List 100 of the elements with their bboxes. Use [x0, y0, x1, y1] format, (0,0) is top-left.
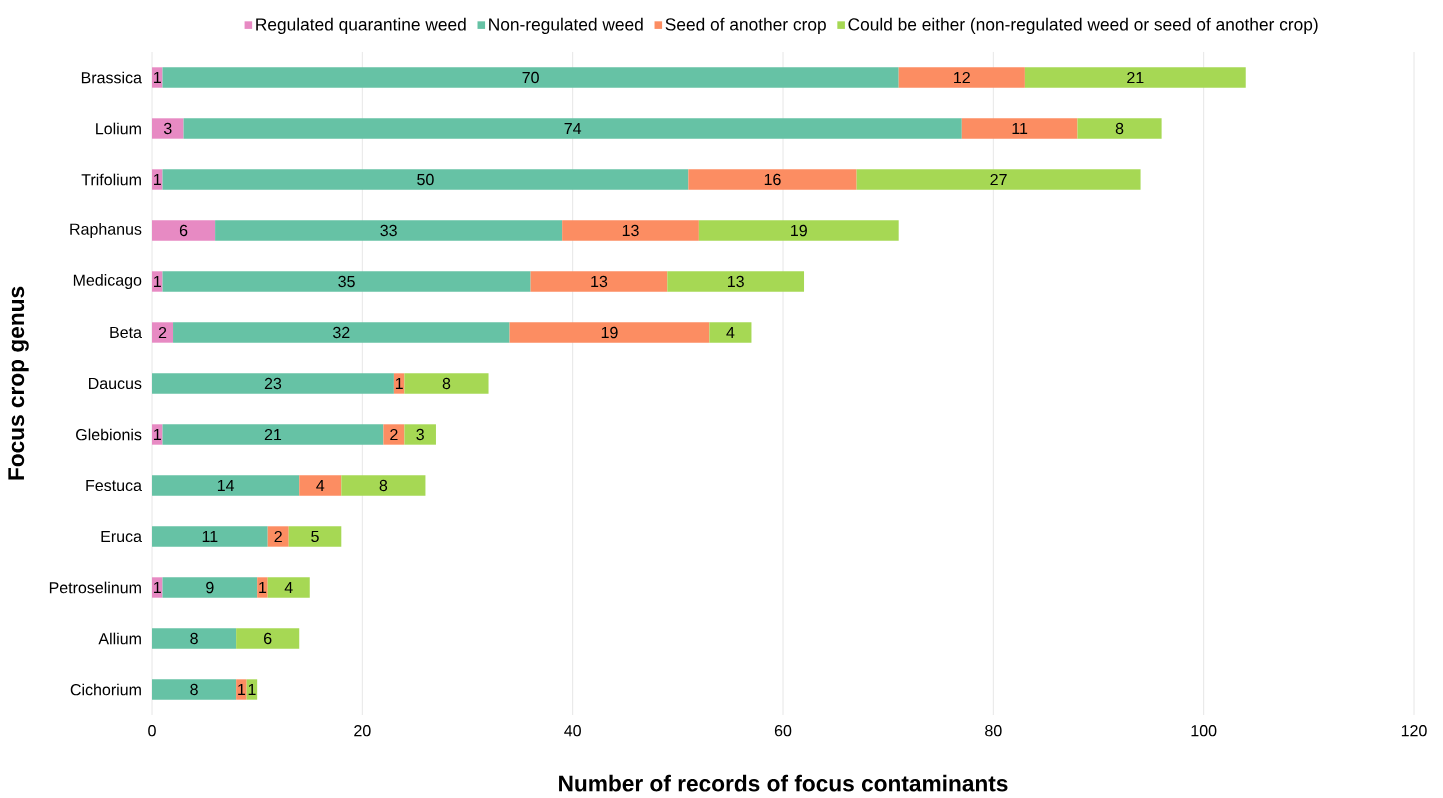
data-label: 14: [217, 480, 235, 491]
x-tick-label: 20: [354, 725, 371, 737]
data-label: 19: [601, 326, 618, 339]
x-tick-label: 40: [564, 725, 581, 737]
bar: [152, 475, 300, 496]
bar: [236, 679, 247, 700]
bar: [152, 628, 237, 649]
x-tick-label: 80: [985, 725, 1002, 737]
data-label: 13: [728, 275, 744, 288]
data-label: 4: [316, 480, 325, 491]
bar: [709, 322, 752, 343]
data-label: 35: [338, 275, 355, 288]
y-tick-label: Lolium: [96, 122, 141, 135]
data-label: 2: [274, 530, 282, 543]
data-label: 13: [591, 275, 608, 288]
bar: [856, 169, 1141, 190]
bar: [152, 424, 163, 445]
bar: [667, 271, 805, 292]
data-label: 1: [238, 684, 246, 695]
data-label: 8: [379, 479, 388, 492]
y-tick-label: Brassica: [81, 71, 142, 84]
data-label: 1: [154, 174, 161, 185]
bar: [152, 220, 216, 241]
data-label: 1: [259, 582, 267, 593]
data-label: 4: [284, 582, 293, 593]
bar: [173, 322, 510, 343]
data-label: 5: [311, 530, 319, 543]
bar: [299, 475, 342, 496]
data-label: 11: [202, 531, 218, 542]
data-label: 50: [417, 173, 434, 186]
bar: [698, 220, 899, 241]
data-label: 4: [726, 327, 735, 338]
data-label: 23: [264, 377, 282, 390]
y-tick-label: Petroselinum: [49, 581, 141, 594]
bar: [404, 424, 436, 445]
bar: [152, 373, 394, 394]
y-tick-label: Festuca: [86, 479, 142, 492]
legend-label: Non-regulated weed: [489, 17, 643, 34]
data-label: 74: [564, 123, 582, 134]
y-tick-label: Medicago: [73, 274, 142, 289]
y-tick-label: Daucus: [89, 377, 142, 390]
y-axis-title: Focus crop genus: [8, 286, 29, 480]
bar: [509, 322, 710, 343]
bar: [1024, 67, 1246, 88]
data-label: 8: [442, 377, 451, 390]
bar: [152, 118, 184, 139]
x-tick-label: 0: [148, 725, 156, 737]
data-label: 12: [954, 71, 970, 84]
data-label: 6: [264, 632, 272, 645]
data-label: 2: [390, 428, 398, 441]
x-tick-label: 100: [1191, 725, 1217, 737]
x-tick-label: 60: [774, 725, 792, 737]
bar: [215, 220, 563, 241]
y-tick-label: Glebionis: [76, 428, 142, 441]
bar: [961, 118, 1078, 139]
x-tick-label: 120: [1401, 725, 1427, 737]
data-label: 1: [154, 72, 161, 83]
y-tick-label: Eruca: [101, 530, 142, 543]
data-label: 2: [158, 326, 167, 339]
data-label: 21: [1127, 71, 1144, 84]
bar: [530, 271, 668, 292]
legend-label: Seed of another crop: [665, 17, 826, 34]
data-label: 1: [154, 429, 161, 440]
bar: [162, 169, 689, 190]
data-label: 19: [791, 224, 807, 237]
data-label: 8: [190, 632, 198, 645]
data-label: 11: [1012, 123, 1028, 134]
bar: [688, 169, 857, 190]
data-label: 33: [380, 224, 397, 237]
bar: [257, 577, 268, 598]
data-label: 27: [990, 173, 1007, 186]
legend-label: Regulated quarantine weed: [256, 17, 466, 34]
data-label: 3: [163, 122, 172, 135]
bar: [152, 67, 163, 88]
data-label: 21: [264, 428, 282, 441]
bar: [898, 67, 1025, 88]
bar: [162, 67, 899, 88]
bar: [152, 169, 163, 190]
bar: [236, 628, 300, 649]
bar: [562, 220, 699, 241]
bar: [152, 679, 237, 700]
bar: [152, 577, 163, 598]
legend-label: Could be either (non-regulated weed or seed of another crop): [848, 17, 1318, 34]
data-label: 6: [179, 224, 188, 237]
y-tick-label: Beta: [110, 326, 142, 339]
data-label: 32: [333, 326, 350, 339]
bar: [267, 526, 289, 547]
y-tick-label: Trifolium: [81, 173, 141, 186]
y-tick-label: Cichorium: [70, 683, 141, 696]
bar: [288, 526, 342, 547]
data-label: 1: [154, 582, 161, 593]
data-label: 1: [248, 684, 256, 695]
data-label: 70: [522, 71, 539, 84]
bar: [162, 577, 258, 598]
data-label: 9: [206, 581, 214, 594]
bar: [1077, 118, 1162, 139]
bar: [152, 271, 163, 292]
bar: [152, 322, 174, 343]
data-label: 16: [764, 173, 781, 186]
data-label: 8: [190, 683, 198, 696]
